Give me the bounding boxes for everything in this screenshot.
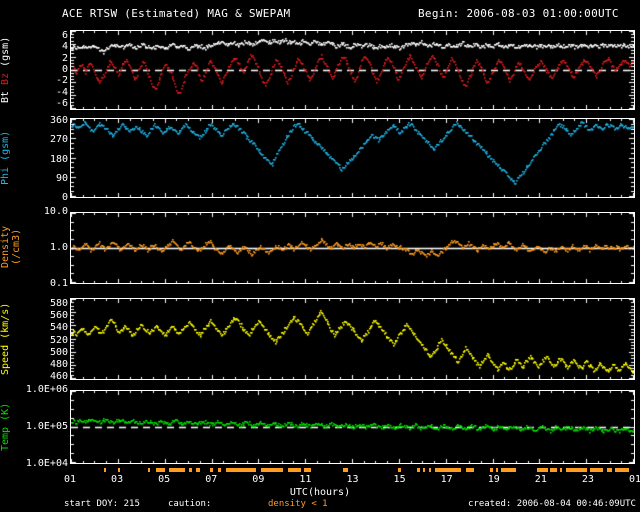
caution-mark (537, 468, 548, 472)
caution-mark (565, 468, 587, 472)
caution-mark (500, 468, 517, 472)
x-tick-label: 13 (346, 474, 359, 485)
caution-mark (423, 468, 426, 472)
speed-canvas (71, 299, 634, 379)
x-tick-label: 19 (487, 474, 500, 485)
speed-ylabel: Speed (km/s) (0, 302, 11, 376)
caution-mark (304, 468, 311, 472)
caution-mark (260, 468, 284, 472)
temp-ylabel: Temp (K) (0, 402, 11, 452)
x-tick-label: 17 (440, 474, 453, 485)
y-tick-label: 2 (61, 52, 68, 64)
bt-bz-canvas (71, 31, 634, 109)
caution-mark (287, 468, 301, 472)
temp-canvas (71, 391, 634, 463)
footer-caution-value: density < 1 (268, 499, 328, 509)
y-tick-label: 1.0E+04 (25, 458, 68, 469)
bt-bz-ylabel-part: Bz (0, 67, 11, 86)
begin-timestamp: Begin: 2006-08-03 01:00:00UTC (418, 7, 619, 20)
y-tick-label: 500 (49, 346, 68, 358)
panel-speed (70, 298, 635, 380)
caution-mark (590, 468, 604, 472)
caution-mark (559, 468, 563, 472)
y-tick-label: -4 (55, 86, 68, 98)
y-tick-label: -2 (55, 75, 68, 87)
y-tick-label: 560 (49, 310, 68, 322)
caution-mark (168, 468, 186, 472)
caution-mark (104, 468, 107, 472)
caution-mark (434, 468, 461, 472)
y-tick-label: 270 (49, 134, 68, 146)
caution-mark (429, 468, 432, 472)
x-tick-label: 21 (534, 474, 547, 485)
y-tick-label: 90 (55, 172, 68, 184)
y-tick-label: 520 (49, 334, 68, 346)
caution-mark (343, 468, 349, 472)
y-tick-label: -6 (55, 98, 68, 110)
density-canvas (71, 213, 634, 283)
x-tick-label: 11 (299, 474, 312, 485)
bt-bz-ylabel-part: Bt (0, 85, 11, 104)
y-tick-label: 6 (61, 29, 68, 41)
footer-caution-label: caution: (168, 499, 212, 509)
panel-temp (70, 390, 635, 464)
caution-mark (225, 468, 257, 472)
y-tick-label: 1.0E+06 (25, 384, 68, 395)
y-tick-label: 0 (61, 192, 68, 203)
caution-mark (188, 468, 193, 472)
x-tick-label: 03 (111, 474, 124, 485)
y-tick-label: 4 (61, 41, 68, 53)
caution-mark (210, 468, 213, 472)
phi-canvas (71, 119, 634, 197)
caution-mark (614, 468, 630, 472)
y-tick-label: 360 (49, 115, 68, 127)
footer-start-doy: start DOY: 215 (64, 499, 140, 509)
caution-marks-strip (70, 468, 635, 472)
y-tick-label: 180 (49, 153, 68, 165)
caution-mark (496, 468, 499, 472)
y-tick-label: 1.0E+05 (25, 421, 68, 432)
y-tick-label: 540 (49, 322, 68, 334)
x-axis-title: UTC(hours) (289, 487, 351, 498)
caution-mark (606, 468, 612, 472)
x-tick-label: 07 (205, 474, 218, 485)
phi-ylabel: Phi (gsm) (0, 130, 11, 186)
caution-mark (218, 468, 221, 472)
y-tick-label: 580 (49, 298, 68, 310)
caution-mark (465, 468, 474, 472)
y-tick-label: 0 (61, 64, 68, 75)
x-tick-label: 09 (252, 474, 265, 485)
caution-mark (147, 468, 150, 472)
caution-mark (118, 468, 121, 472)
caution-mark (398, 468, 401, 472)
bt-bz-ylabel-part: (gsm) (0, 36, 11, 67)
caution-mark (417, 468, 421, 472)
caution-mark (195, 468, 201, 472)
panel-density (70, 212, 635, 284)
x-tick-label: 01 (63, 474, 77, 485)
x-tick-label: 15 (393, 474, 406, 485)
footer-created: created: 2006-08-04 00:46:09UTC (468, 499, 636, 509)
y-tick-label: 0.1 (49, 278, 68, 289)
caution-mark (155, 468, 165, 472)
bt-bz-ylabel: Bt Bz (gsm) (0, 34, 66, 106)
page-title: ACE RTSW (Estimated) MAG & SWEPAM (62, 7, 291, 20)
x-tick-label: 01 (628, 474, 640, 485)
y-tick-label: 480 (49, 358, 68, 370)
density-ylabel: Density (/cm3) (0, 225, 22, 269)
panel-bt-bz (70, 30, 635, 110)
caution-mark (490, 468, 493, 472)
y-tick-label: 460 (49, 370, 68, 382)
panel-phi (70, 118, 635, 198)
x-tick-label: 23 (581, 474, 594, 485)
y-tick-label: 10.0 (43, 206, 68, 217)
y-tick-label: 1.0 (49, 242, 68, 253)
x-tick-label: 05 (158, 474, 171, 485)
caution-mark (550, 468, 558, 472)
